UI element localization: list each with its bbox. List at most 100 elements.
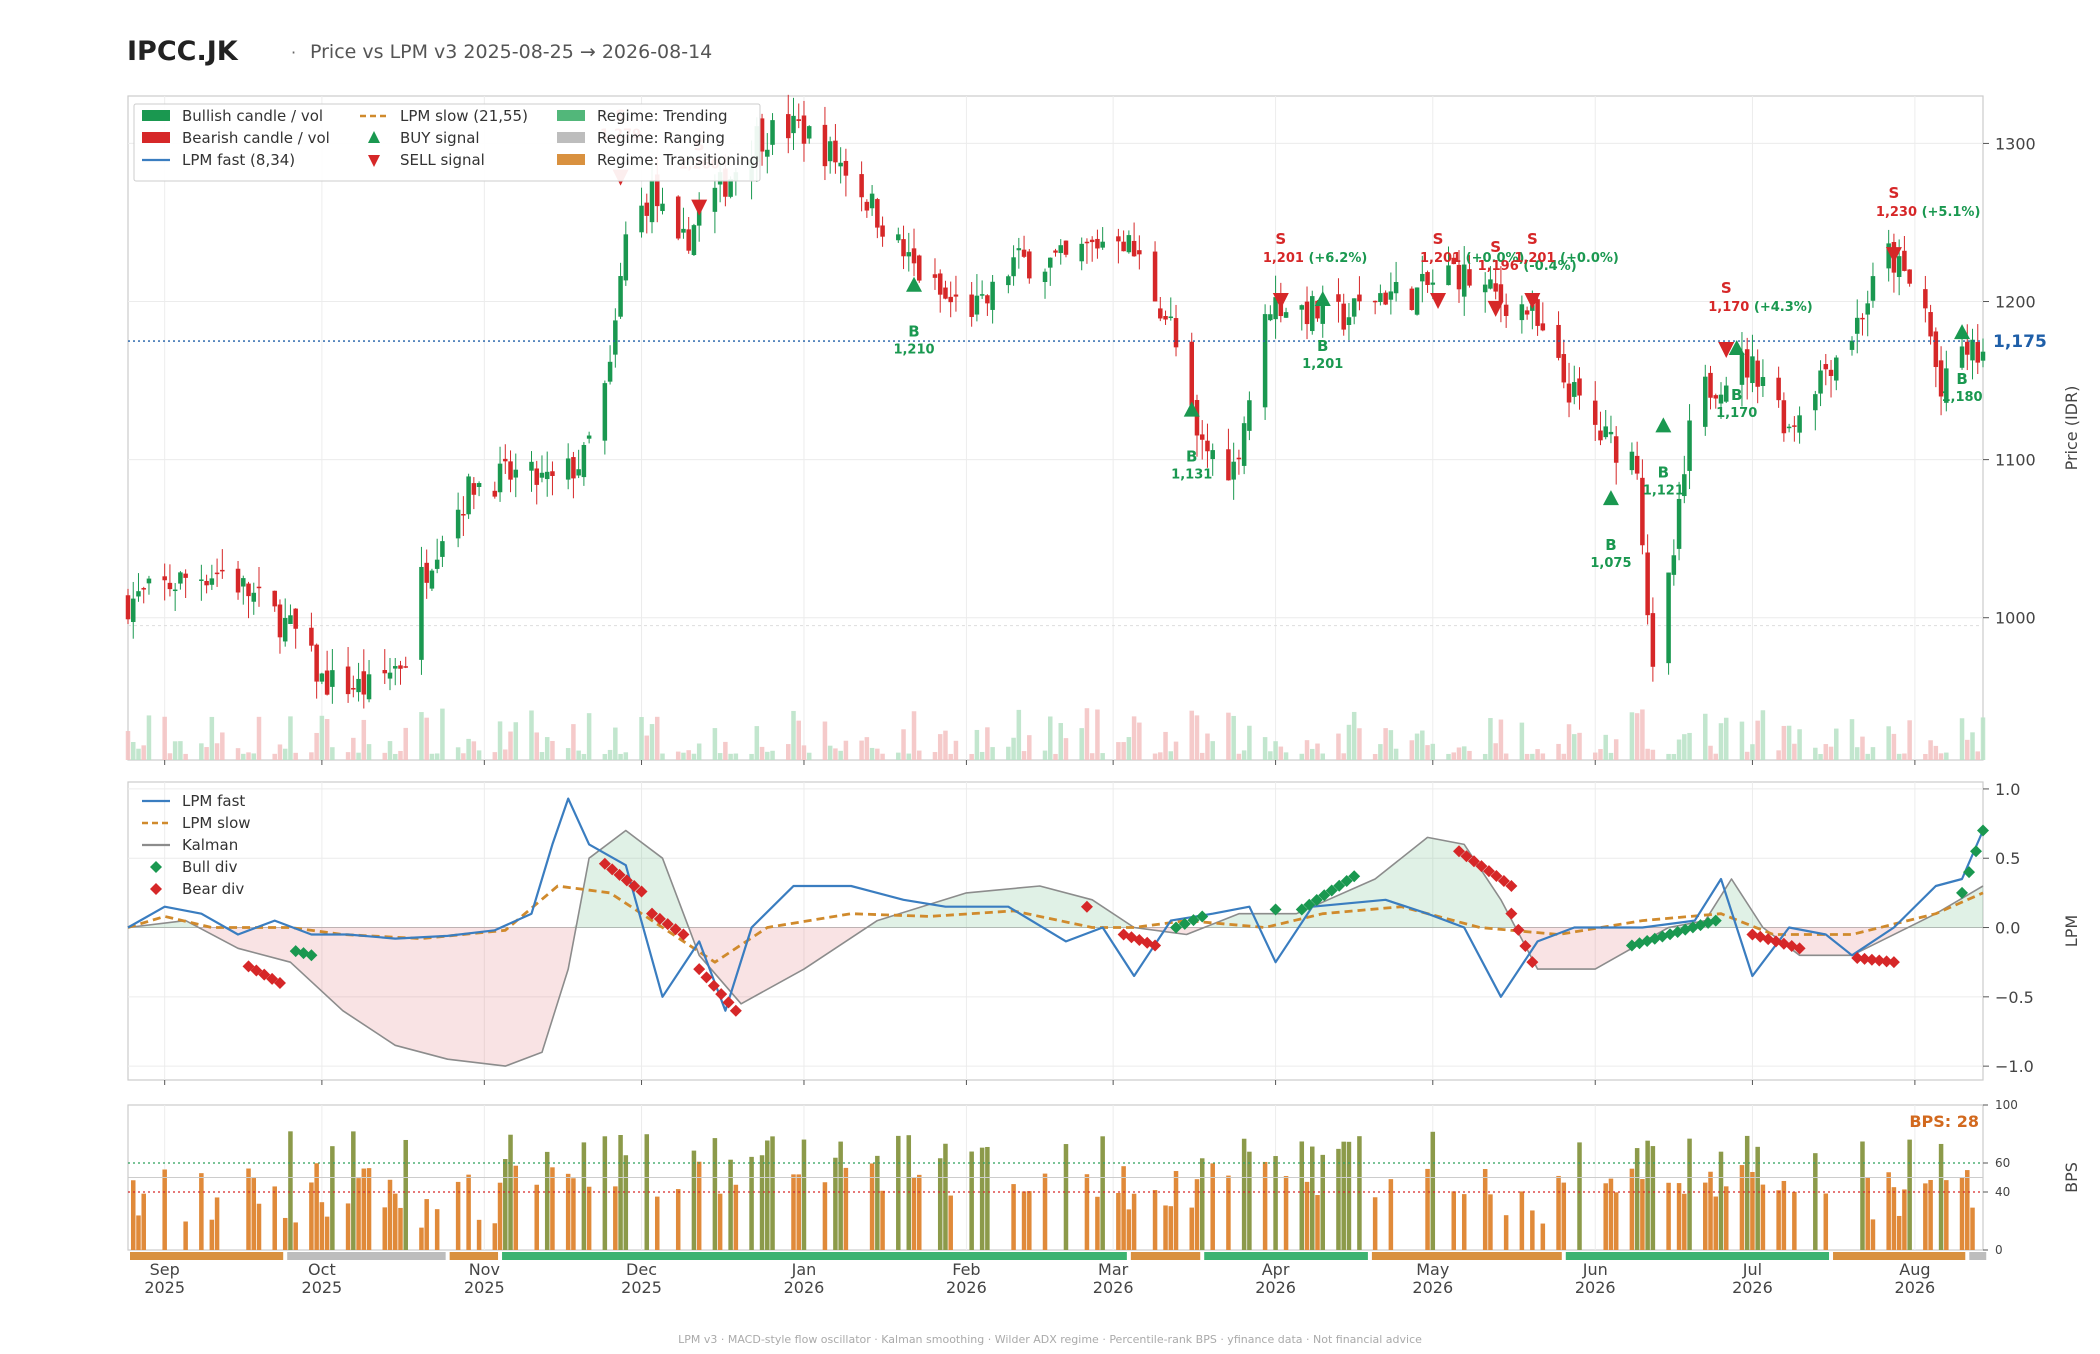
bear-candle xyxy=(398,665,403,669)
volume-bar xyxy=(1865,753,1870,760)
bull-div-marker xyxy=(1196,910,1209,923)
sell-signal-letter: S xyxy=(1527,230,1538,248)
volume-bar xyxy=(770,750,775,760)
volume-bar xyxy=(1063,738,1069,760)
bear-candle xyxy=(1923,289,1928,309)
bear-div-marker xyxy=(653,912,666,925)
bull-candle xyxy=(1299,305,1305,310)
bps-bar xyxy=(1781,1180,1787,1250)
ticker-title: IPCC.JK xyxy=(127,36,239,67)
bear-div-marker xyxy=(700,971,713,984)
price-tick-label: 1100 xyxy=(1995,451,2036,470)
bps-bar xyxy=(749,1156,754,1250)
bps-bar xyxy=(1713,1196,1719,1250)
volume-bar xyxy=(1723,717,1729,760)
buy-signal-letter: B xyxy=(1731,386,1742,404)
bps-bar xyxy=(1823,1193,1829,1250)
bps-bar xyxy=(1461,1194,1467,1250)
bps-bar xyxy=(581,1142,587,1250)
legend-label: LPM fast (8,34) xyxy=(182,151,295,169)
volume-bar xyxy=(1137,722,1142,760)
bps-bar xyxy=(691,1150,697,1250)
volume-bar xyxy=(387,741,393,760)
volume-bar xyxy=(613,727,618,760)
legend-swatch xyxy=(150,883,162,895)
bear-candle xyxy=(723,168,728,197)
bps-bar xyxy=(356,1178,361,1250)
legend-swatch xyxy=(368,155,380,167)
x-tick-year: 2025 xyxy=(302,1278,343,1297)
bear-candle xyxy=(1708,372,1713,398)
bear-div-marker xyxy=(1873,954,1886,967)
volume-bar xyxy=(1320,753,1326,760)
bear-candle xyxy=(1194,400,1200,436)
bear-candle xyxy=(1577,378,1582,396)
volume-bar xyxy=(209,716,215,760)
bear-candle xyxy=(246,583,251,597)
bps-bar xyxy=(1262,1161,1268,1250)
bps-bar xyxy=(1865,1177,1870,1250)
price-tick-label: 1300 xyxy=(1995,134,2036,153)
bps-bar xyxy=(424,1199,429,1250)
bull-candle xyxy=(1739,352,1745,385)
bear-candle xyxy=(1357,294,1362,302)
volume-bar xyxy=(492,752,498,760)
bear-candle xyxy=(471,483,477,495)
bull-candle xyxy=(209,578,215,585)
bps-bar xyxy=(1116,1193,1121,1250)
volume-bar xyxy=(1158,752,1163,760)
volume-bar xyxy=(990,747,995,760)
volume-bar xyxy=(497,721,503,760)
bear-candle xyxy=(1315,300,1320,319)
legend-label: Regime: Ranging xyxy=(597,129,725,147)
volume-bar xyxy=(1572,734,1577,760)
bear-candle xyxy=(1776,377,1781,401)
bull-candle xyxy=(1273,297,1278,320)
volume-bar xyxy=(1247,725,1252,760)
bps-bar xyxy=(1650,1146,1656,1250)
volume-bar xyxy=(1226,712,1231,760)
bps-bar xyxy=(1708,1171,1713,1250)
volume-bar xyxy=(1095,709,1100,760)
bear-div-marker xyxy=(1460,850,1473,863)
bear-div-marker xyxy=(613,868,626,881)
bear-candle xyxy=(759,118,765,152)
bps-bar xyxy=(1336,1148,1341,1250)
bull-candle xyxy=(1959,346,1965,368)
bps-bar xyxy=(875,1155,880,1250)
bps-bar xyxy=(770,1136,775,1250)
bull-candle xyxy=(366,674,372,700)
volume-bar xyxy=(324,719,330,760)
bps-bar xyxy=(398,1207,403,1250)
bps-bar xyxy=(246,1168,251,1250)
bull-candle xyxy=(455,509,461,539)
volume-bar xyxy=(660,753,665,760)
bear-div-marker xyxy=(250,964,263,977)
bear-candle xyxy=(220,569,225,572)
bear-div-marker xyxy=(1475,860,1488,873)
volume-bar xyxy=(1461,746,1467,760)
bull-candle xyxy=(387,672,393,679)
lpm-tick-label: 0.0 xyxy=(1995,919,2020,938)
title-separator: · xyxy=(291,43,296,62)
bear-div-marker xyxy=(661,918,674,931)
volume-bar xyxy=(476,750,482,760)
last-price-label: 1,175 xyxy=(1993,332,2047,352)
bps-bar xyxy=(696,1161,702,1250)
bull-candle xyxy=(1572,382,1577,397)
bull-candle xyxy=(1100,241,1105,248)
bps-bar xyxy=(822,1182,828,1250)
bps-bar xyxy=(1210,1163,1215,1250)
bull-candle xyxy=(1797,415,1802,433)
lpm-tick-label: 1.0 xyxy=(1995,780,2020,799)
x-tick-year: 2026 xyxy=(1732,1278,1773,1297)
bps-tick-label: 0 xyxy=(1995,1243,2003,1257)
volume-bar xyxy=(141,745,146,760)
volume-bar xyxy=(403,727,408,760)
buy-signal-letter: B xyxy=(1317,337,1328,355)
x-tick-year: 2025 xyxy=(464,1278,505,1297)
volume-bar xyxy=(827,745,833,760)
bps-bar xyxy=(1152,1190,1158,1250)
bps-bar xyxy=(199,1173,204,1250)
bull-candle xyxy=(1944,368,1949,403)
